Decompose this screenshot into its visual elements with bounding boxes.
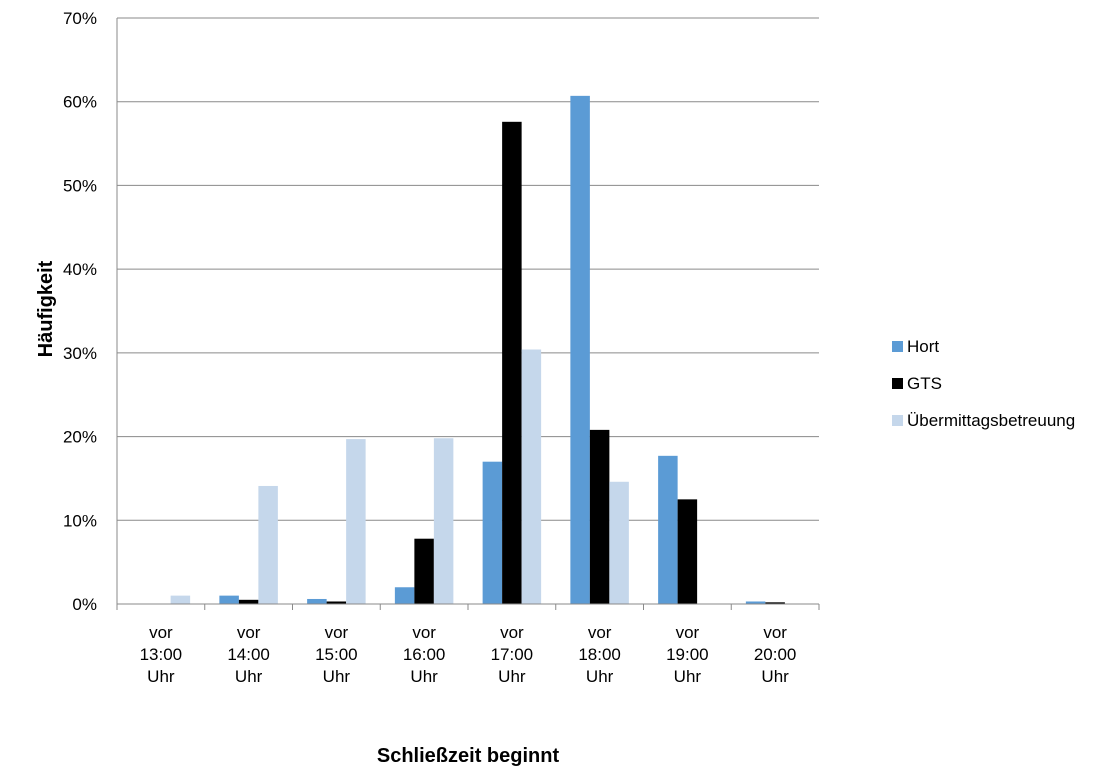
bar-hort xyxy=(658,455,678,604)
x-tick-label: vor 20:00 Uhr xyxy=(754,623,797,686)
x-tick-label: vor 19:00 Uhr xyxy=(666,623,709,686)
y-tick-label: 60% xyxy=(63,93,97,112)
bar-gts xyxy=(502,121,522,604)
legend-label: GTS xyxy=(907,373,942,393)
x-axis-title: Schließzeit beginnt xyxy=(377,745,560,767)
gridlines xyxy=(117,17,819,521)
legend-swatch xyxy=(892,415,903,426)
bar--bermittagsbetreuung xyxy=(609,481,629,604)
y-tick-label: 70% xyxy=(63,9,97,28)
bar-hort xyxy=(570,95,590,605)
y-tick-label: 10% xyxy=(63,511,97,530)
legend-item: GTS xyxy=(892,365,1075,402)
bar-gts xyxy=(238,599,259,604)
bar--bermittagsbetreuung xyxy=(521,349,542,604)
bar-hort xyxy=(482,461,503,604)
bar--bermittagsbetreuung xyxy=(433,438,454,604)
bar-hort xyxy=(745,601,766,604)
legend-swatch xyxy=(892,341,903,352)
legend-label: Übermittagsbetreuung xyxy=(907,410,1076,430)
bar--bermittagsbetreuung xyxy=(346,439,366,604)
y-tick-label: 30% xyxy=(63,344,97,363)
bars xyxy=(170,95,785,605)
y-tick-label: 20% xyxy=(63,428,97,447)
bar-gts xyxy=(677,499,698,604)
y-tick-label: 40% xyxy=(63,260,97,279)
y-axis-title: Häufigkeit xyxy=(35,260,57,357)
bar-hort xyxy=(394,587,415,604)
legend: Hort GTS Übermittagsbetreuung xyxy=(892,328,1075,439)
bar-gts xyxy=(326,601,347,604)
bar-gts xyxy=(589,429,610,604)
bar-hort xyxy=(219,595,239,604)
y-tick-labels: 0% 10% 20% 30% 40% 50% 60% 70% xyxy=(63,9,97,614)
axes xyxy=(116,18,820,610)
y-tick-label: 0% xyxy=(72,595,97,614)
x-tick-label: vor 17:00 Uhr xyxy=(491,623,534,686)
bar--bermittagsbetreuung xyxy=(170,595,191,604)
legend-item: Übermittagsbetreuung xyxy=(892,402,1075,439)
y-tick-label: 50% xyxy=(63,176,97,195)
bar-gts xyxy=(765,602,785,604)
bar-hort xyxy=(307,598,327,604)
bar--bermittagsbetreuung xyxy=(258,485,278,604)
bar-gts xyxy=(414,538,434,604)
legend-item: Hort xyxy=(892,328,1075,365)
x-tick-label: vor 14:00 Uhr xyxy=(227,623,270,686)
x-tick-label: vor 15:00 Uhr xyxy=(315,623,358,686)
x-tick-label: vor 16:00 Uhr xyxy=(403,623,446,686)
legend-swatch xyxy=(892,378,903,389)
legend-label: Hort xyxy=(907,336,940,356)
x-tick-label: vor 18:00 Uhr xyxy=(578,623,621,686)
x-tick-label: vor 13:00 Uhr xyxy=(140,623,183,686)
x-tick-labels: vor 13:00 Uhr vor 14:00 Uhr vor 15:00 Uhr vor 16:0… xyxy=(140,623,797,686)
